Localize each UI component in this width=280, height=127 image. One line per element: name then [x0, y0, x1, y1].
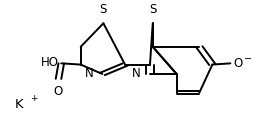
- Text: N: N: [132, 67, 141, 81]
- Text: O: O: [54, 85, 63, 98]
- Text: N: N: [85, 67, 93, 81]
- Text: O: O: [233, 57, 242, 70]
- Text: S: S: [100, 3, 107, 16]
- Text: K: K: [15, 98, 24, 111]
- Text: S: S: [149, 3, 157, 16]
- Text: −: −: [244, 54, 252, 64]
- Text: +: +: [30, 94, 37, 103]
- Text: HO: HO: [41, 56, 59, 69]
